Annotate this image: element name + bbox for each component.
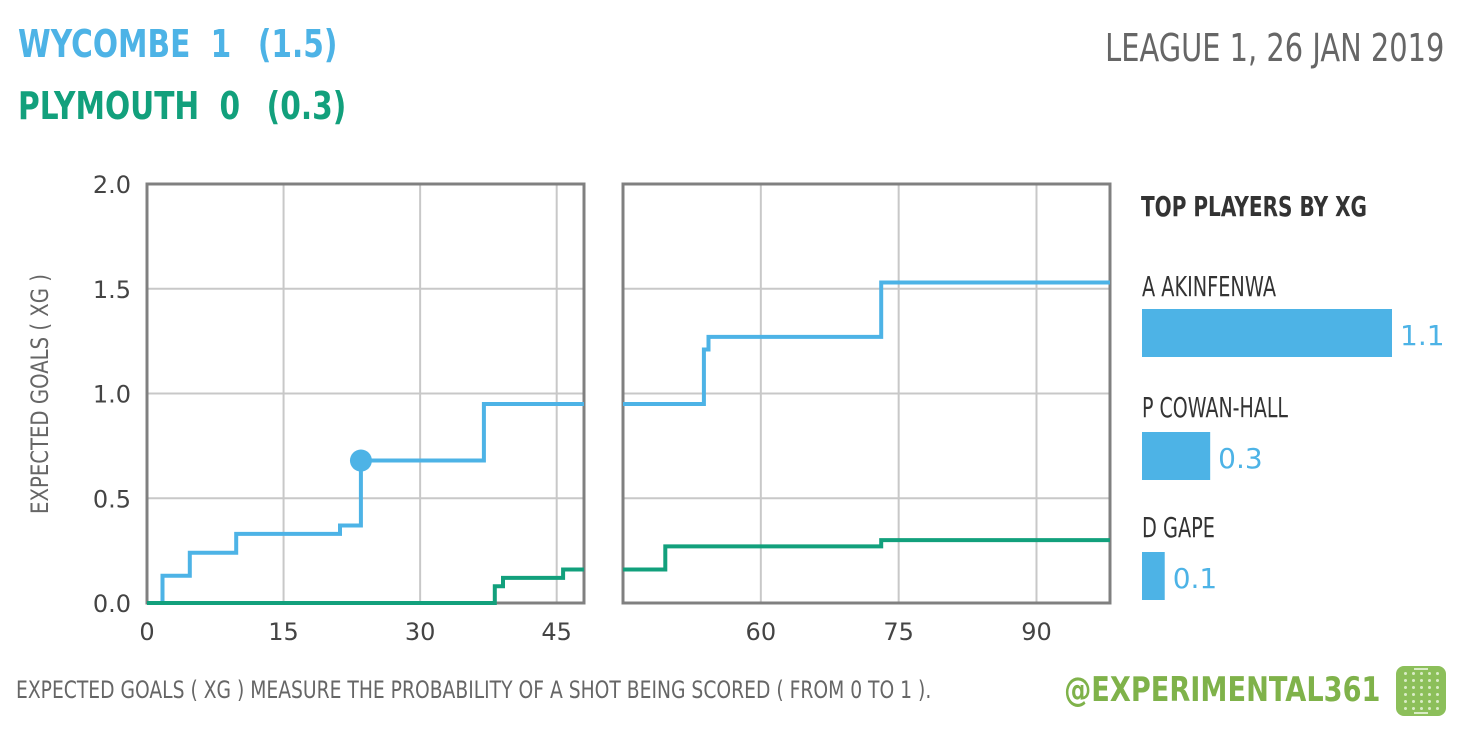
logo-detail xyxy=(1436,672,1439,675)
y-tick-label: 0.5 xyxy=(93,485,131,513)
logo-detail xyxy=(1412,707,1415,710)
team1-header: WYCOMBE 1 (1.5) xyxy=(18,22,337,66)
player-name: P COWAN-HALL xyxy=(1142,391,1288,424)
logo-detail xyxy=(1404,686,1407,689)
logo-detail xyxy=(1404,679,1407,682)
logo-detail xyxy=(1412,693,1415,696)
logo-detail xyxy=(1412,686,1415,689)
logo-detail xyxy=(1436,679,1439,682)
logo-detail xyxy=(1436,686,1439,689)
player-name: A AKINFENWA xyxy=(1142,270,1276,303)
x-tick-label: 75 xyxy=(883,618,914,646)
logo-detail xyxy=(1428,679,1431,682)
x-tick-label: 30 xyxy=(405,618,436,646)
logo-detail xyxy=(1404,672,1407,675)
player-xg-bar xyxy=(1142,309,1392,357)
series-line-plymouth xyxy=(147,567,584,605)
logo-detail xyxy=(1420,679,1423,682)
logo-detail xyxy=(1412,700,1415,703)
y-tick-label: 0.0 xyxy=(93,590,131,618)
y-tick-label: 2.0 xyxy=(93,171,131,199)
logo-detail xyxy=(1436,693,1439,696)
team2-xg: (0.3) xyxy=(266,84,347,128)
y-tick-label: 1.0 xyxy=(93,381,131,409)
logo-detail xyxy=(1412,679,1415,682)
goal-marker xyxy=(349,449,372,472)
team1-score: 1 xyxy=(210,22,232,66)
logo-detail xyxy=(1414,712,1428,714)
logo-detail xyxy=(1428,693,1431,696)
plot-panel-second-half xyxy=(621,182,1112,605)
logo-detail xyxy=(1436,700,1439,703)
logo-detail xyxy=(1428,707,1431,710)
logo-detail xyxy=(1412,672,1415,675)
team2-name: PLYMOUTH xyxy=(18,84,200,128)
logo-detail xyxy=(1428,700,1431,703)
team2-header: PLYMOUTH 0 (0.3) xyxy=(18,84,346,128)
xg-footnote: EXPECTED GOALS ( XG ) MEASURE THE PROBAB… xyxy=(16,676,932,704)
logo-detail xyxy=(1404,693,1407,696)
team2-score: 0 xyxy=(219,84,241,128)
player-xg-value: 0.3 xyxy=(1218,442,1263,475)
logo-detail xyxy=(1420,700,1423,703)
team1-name: WYCOMBE xyxy=(18,22,191,66)
logo-detail xyxy=(1420,686,1423,689)
x-tick-label: 15 xyxy=(268,618,299,646)
logo-detail xyxy=(1420,672,1423,675)
player-xg-value: 0.1 xyxy=(1173,562,1218,595)
logo-detail xyxy=(1404,700,1407,703)
x-tick-label: 60 xyxy=(746,618,777,646)
player-xg-bar xyxy=(1142,432,1211,480)
series-line-wycombe xyxy=(147,402,584,605)
logo-detail xyxy=(1420,693,1423,696)
logo-detail xyxy=(1420,707,1423,710)
series-line-plymouth xyxy=(623,538,1110,572)
player-name: D GAPE xyxy=(1142,511,1215,544)
logo-detail xyxy=(1428,672,1431,675)
y-axis-label: EXPECTED GOALS ( XG ) xyxy=(27,274,54,514)
pitch-logo-icon xyxy=(1396,666,1446,716)
team1-xg: (1.5) xyxy=(257,22,338,66)
x-tick-label: 90 xyxy=(1021,618,1052,646)
logo-detail xyxy=(1404,707,1407,710)
x-tick-label: 0 xyxy=(139,618,154,646)
player-xg-value: 1.1 xyxy=(1400,319,1445,352)
logo-detail xyxy=(1428,686,1431,689)
x-tick-label: 45 xyxy=(541,618,572,646)
series-line-wycombe xyxy=(623,280,1110,406)
logo-detail xyxy=(1436,707,1439,710)
top-players-title: TOP PLAYERS BY XG xyxy=(1141,190,1367,223)
logo-detail xyxy=(1414,668,1428,670)
y-tick-label: 1.5 xyxy=(93,276,131,304)
competition-date: LEAGUE 1, 26 JAN 2019 xyxy=(1104,26,1444,70)
plot-panel-first-half xyxy=(145,182,586,605)
twitter-handle: @EXPERIMENTAL361 xyxy=(1063,670,1380,710)
plot-frame xyxy=(621,182,1112,605)
player-xg-bar xyxy=(1142,552,1165,600)
